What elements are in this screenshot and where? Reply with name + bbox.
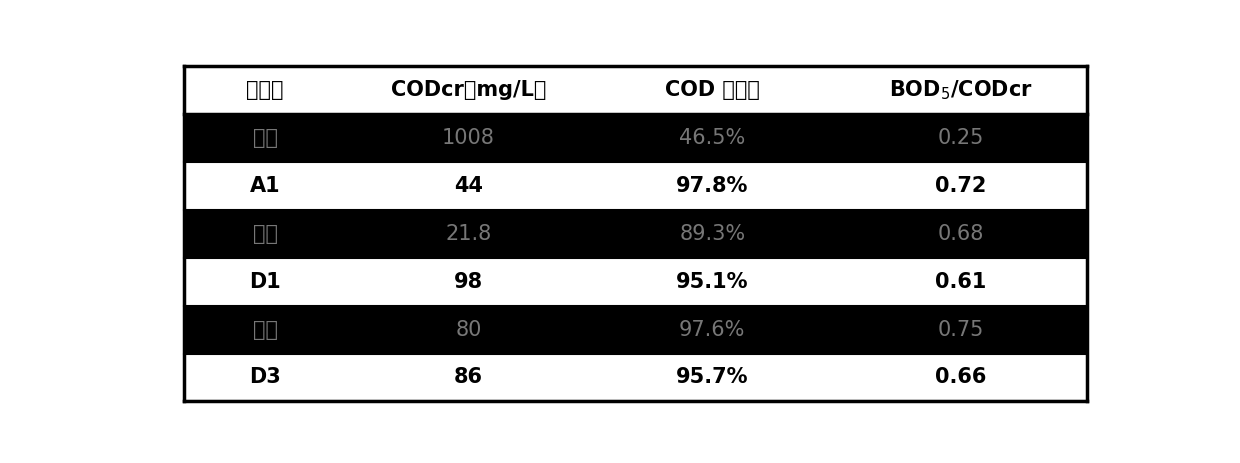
Text: 1008: 1008: [441, 128, 495, 148]
Text: D3: D3: [249, 368, 281, 388]
Text: 97.6%: 97.6%: [680, 319, 745, 339]
Text: 46.5%: 46.5%: [680, 128, 745, 148]
Bar: [184, 210, 1087, 258]
Text: 0.61: 0.61: [935, 272, 986, 292]
Bar: [184, 114, 1087, 162]
Text: 95.7%: 95.7%: [676, 368, 749, 388]
Text: 0.72: 0.72: [935, 176, 986, 196]
Text: D1: D1: [249, 272, 281, 292]
Text: 89.3%: 89.3%: [680, 224, 745, 244]
Text: 21.8: 21.8: [445, 224, 491, 244]
Text: 催化剑: 催化剑: [247, 80, 284, 100]
Bar: [184, 258, 1087, 306]
Text: A1: A1: [249, 176, 280, 196]
Bar: [184, 354, 1087, 401]
Text: 0.68: 0.68: [937, 224, 983, 244]
Text: 丌一: 丌一: [253, 224, 278, 244]
Bar: [184, 162, 1087, 210]
Text: 98: 98: [454, 272, 482, 292]
Text: 86: 86: [454, 368, 482, 388]
Text: 0.75: 0.75: [937, 319, 983, 339]
Text: BOD$_5$/CODcr: BOD$_5$/CODcr: [889, 78, 1033, 102]
Text: 44: 44: [454, 176, 482, 196]
Text: COD 去除率: COD 去除率: [665, 80, 760, 100]
Text: 80: 80: [455, 319, 481, 339]
Text: 0.25: 0.25: [937, 128, 983, 148]
Bar: [184, 66, 1087, 114]
Text: 95.1%: 95.1%: [676, 272, 749, 292]
Text: 0.66: 0.66: [935, 368, 986, 388]
Text: CODcr（mg/L）: CODcr（mg/L）: [391, 80, 546, 100]
Bar: [184, 306, 1087, 354]
Text: 97.8%: 97.8%: [676, 176, 749, 196]
Text: 丁二: 丁二: [253, 319, 278, 339]
Text: 原水: 原水: [253, 128, 278, 148]
